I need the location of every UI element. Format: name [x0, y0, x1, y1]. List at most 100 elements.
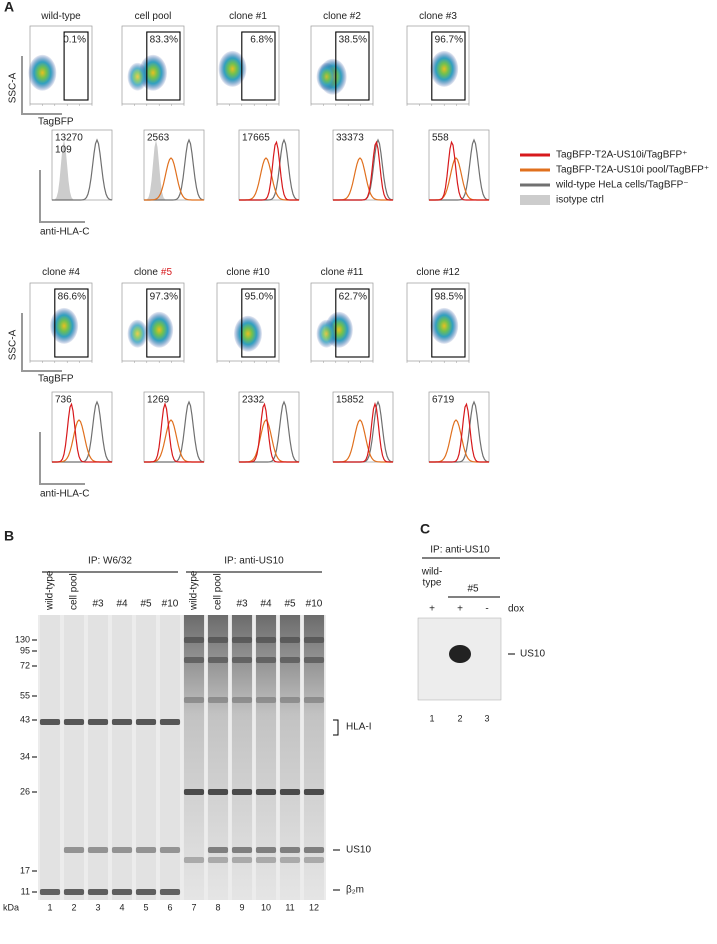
band [279, 637, 301, 643]
plot-title: clone #2 [323, 11, 361, 22]
lane-number: 3 [484, 713, 489, 723]
isotype-fill [144, 140, 204, 200]
lane-label: #10 [306, 599, 323, 610]
lane-number: 3 [95, 902, 100, 912]
panel-label: A [4, 0, 14, 15]
plot-title: clone #12 [416, 267, 460, 278]
gate [431, 31, 466, 101]
group-label: IP: anti-US10 [430, 545, 490, 556]
lane-number: 4 [119, 902, 124, 912]
band [207, 847, 229, 853]
band [135, 889, 157, 895]
lane [303, 615, 325, 900]
axis-arrow [21, 313, 62, 372]
cell-cloud [50, 307, 79, 344]
gate-percent: 38.5% [339, 35, 367, 46]
mfi-value: 558 [432, 133, 449, 144]
lane-number: 5 [143, 902, 148, 912]
gate-percent: 95.0% [245, 292, 273, 303]
lane-label: #5 [467, 584, 479, 595]
plot-title-highlight: #5 [161, 267, 173, 278]
legend-text: TagBFP-T2A-US10i pool/TagBFP⁺ [556, 165, 709, 176]
panel-label: B [4, 528, 14, 544]
band [231, 857, 253, 863]
band [255, 789, 277, 795]
band [183, 857, 205, 863]
legend-text: isotype ctrl [556, 195, 604, 206]
band [255, 697, 277, 703]
band [159, 847, 181, 853]
band [279, 657, 301, 663]
band [207, 697, 229, 703]
cell-cloud [316, 62, 337, 91]
band [111, 847, 133, 853]
lane [255, 615, 277, 900]
band [255, 657, 277, 663]
marker-label: 55 [20, 690, 30, 700]
band [87, 847, 109, 853]
band [303, 857, 325, 863]
cell-cloud [127, 319, 148, 348]
x-axis-label: TagBFP [38, 374, 74, 385]
plot-title: wild-type [40, 11, 81, 22]
mfi-value: 736 [55, 395, 72, 406]
mfi-value: 17665 [242, 133, 270, 144]
band [63, 889, 85, 895]
band [135, 847, 157, 853]
gate [335, 31, 370, 101]
x-axis-label: TagBFP [38, 117, 74, 128]
legend-swatch [520, 195, 550, 205]
plot-title: cell pool [135, 11, 172, 22]
plot-title-text: clone #1 [229, 11, 267, 22]
lane [63, 615, 85, 900]
band [183, 697, 205, 703]
bracket [333, 719, 339, 736]
plot-title-text: wild-type [40, 11, 81, 22]
dox-sign: + [429, 604, 435, 615]
cell-cloud [316, 319, 337, 348]
gate [146, 288, 181, 358]
group-label: IP: W6/32 [88, 556, 132, 567]
y-axis-label: SSC-A [8, 72, 19, 103]
lane-label: #10 [162, 599, 179, 610]
dox-sign: + [457, 604, 463, 615]
band-label: US10 [520, 649, 545, 660]
band-label: US10 [346, 845, 371, 856]
band [183, 637, 205, 643]
plot-title-text: clone [134, 267, 158, 278]
marker-label: 17 [20, 865, 30, 875]
lane-label: wild-type [45, 570, 56, 611]
cell-cloud [145, 311, 174, 348]
band [255, 857, 277, 863]
plot-title: clone #5 [134, 267, 172, 278]
gate-percent: 0.1% [63, 35, 86, 46]
mfi-value: 6719 [432, 395, 455, 406]
gate-percent: 98.5% [435, 292, 463, 303]
gate [54, 288, 89, 358]
band [183, 657, 205, 663]
band [279, 697, 301, 703]
gate-percent: 97.3% [150, 292, 178, 303]
mfi-value: 13270 [55, 133, 83, 144]
mfi-value: 2332 [242, 395, 265, 406]
axis-arrow [39, 432, 85, 485]
plot-title-text: clone #11 [321, 267, 364, 278]
band [111, 889, 133, 895]
plot-title: clone #4 [42, 267, 80, 278]
band [207, 857, 229, 863]
gate [335, 288, 370, 358]
plot-title: clone #11 [321, 267, 364, 278]
band [279, 857, 301, 863]
clone-curve [239, 140, 299, 201]
marker-label: 26 [20, 786, 30, 796]
band [63, 847, 85, 853]
lane-label: #4 [116, 599, 128, 610]
gate-percent: 62.7% [339, 292, 367, 303]
lane [279, 615, 301, 900]
clone-curve [333, 401, 393, 463]
lane [159, 615, 181, 900]
lane-number: 8 [215, 902, 220, 912]
lane-label: wild-type [189, 570, 200, 611]
band [135, 719, 157, 725]
